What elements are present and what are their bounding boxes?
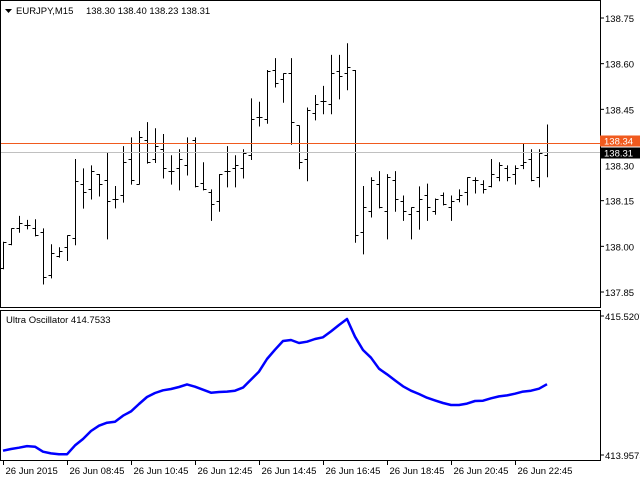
oscillator-line xyxy=(2,317,548,456)
bid-price-label: 138.31 xyxy=(604,149,633,160)
time-label: 26 Jun 10:45 xyxy=(134,466,189,477)
time-label: 26 Jun 20:45 xyxy=(454,466,509,477)
ohlc-bar xyxy=(256,101,263,127)
ohlc-bar xyxy=(224,146,231,188)
ohlc-bar xyxy=(488,158,495,188)
ohlc-bar xyxy=(416,186,423,230)
ohlc-bar xyxy=(24,219,31,230)
ohlc-bar xyxy=(456,189,463,203)
ohlc-bar xyxy=(136,130,143,185)
ohlc-bar xyxy=(248,98,255,160)
price-tick-label: 138.15 xyxy=(605,197,634,208)
ohlc-bar xyxy=(8,228,15,246)
ohlc-bar xyxy=(472,177,479,194)
ohlc-bar xyxy=(432,198,439,215)
ohlc-bar xyxy=(144,122,151,164)
osc-min-label: 413.9575 xyxy=(605,451,640,462)
ask-price-label-box xyxy=(600,135,640,147)
price-tick-label: 138.30 xyxy=(605,162,634,173)
ohlc-bar xyxy=(304,107,311,182)
ohlc-bar xyxy=(200,162,207,191)
ohlc-bar xyxy=(152,128,159,164)
ohlc-bar xyxy=(32,219,39,237)
ohlc-bar xyxy=(128,137,135,185)
price-tick-label: 138.60 xyxy=(605,60,634,71)
time-label: 26 Jun 2015 xyxy=(6,466,58,477)
ohlc-bar xyxy=(48,244,55,279)
ohlc-bar xyxy=(208,189,215,221)
time-label: 26 Jun 12:45 xyxy=(198,466,253,477)
ohlc-bar xyxy=(536,149,543,188)
bid-price-label-box xyxy=(600,147,640,159)
ohlc-bar xyxy=(112,186,119,209)
ohlc-bar xyxy=(288,58,295,145)
ohlc-bar xyxy=(336,54,343,100)
ohlc-bar xyxy=(504,165,511,182)
oscillator-panel[interactable] xyxy=(0,310,601,461)
ohlc-bar xyxy=(264,70,271,124)
osc-max-label: 415.5207 xyxy=(605,312,640,323)
ohlc-bar xyxy=(232,155,239,188)
ohlc-bar xyxy=(520,143,527,170)
time-label: 26 Jun 16:45 xyxy=(326,466,381,477)
ohlc-bar xyxy=(272,58,279,88)
ohlc-bar xyxy=(528,149,535,182)
price-panel[interactable] xyxy=(0,0,601,308)
ohlc-bar xyxy=(368,177,375,218)
ohlc-bar xyxy=(408,207,415,240)
ohlc-bar xyxy=(496,162,503,182)
ohlc-bar xyxy=(392,171,399,212)
ohlc-bar xyxy=(40,228,47,285)
price-tick-label: 138.00 xyxy=(605,242,634,253)
time-label: 26 Jun 08:45 xyxy=(70,466,125,477)
time-label: 26 Jun 22:45 xyxy=(518,466,573,477)
ohlc-bar xyxy=(168,155,175,185)
ohlc-bar xyxy=(328,54,335,115)
ohlc-bar xyxy=(344,43,351,91)
time-axis: 26 Jun 2015 26 Jun 08:45 26 Jun 10:45 26 Ju… xyxy=(3,461,573,477)
ohlc-bar xyxy=(56,247,63,258)
ohlc-bar xyxy=(400,195,407,221)
ohlc-bar xyxy=(192,137,199,188)
ohlc-bar xyxy=(72,158,79,246)
triangle-down-icon[interactable] xyxy=(5,9,12,13)
ohlc-bar xyxy=(440,192,447,206)
ohlc-bar xyxy=(512,165,519,185)
ohlc-bar xyxy=(0,241,7,270)
time-label: 26 Jun 14:45 xyxy=(262,466,317,477)
ohlc-bar xyxy=(160,133,167,179)
symbol-label: EURJPY,M15 xyxy=(16,6,73,17)
time-label: 26 Jun 18:45 xyxy=(390,466,445,477)
ohlc-bar xyxy=(240,149,247,179)
ohlc-bar xyxy=(64,235,71,262)
ohlc-readout: 138.30 138.40 138.23 138.31 xyxy=(86,6,210,17)
ohlc-bar xyxy=(464,177,471,206)
ohlc-bar xyxy=(480,180,487,194)
ohlc-bar xyxy=(376,171,383,209)
ohlc-bar xyxy=(424,183,431,221)
ask-price-label: 138.34 xyxy=(604,137,633,148)
ohlc-bar xyxy=(296,125,303,170)
ohlc-bar xyxy=(120,146,127,203)
price-tick-label: 137.85 xyxy=(605,288,634,299)
ohlc-bar xyxy=(352,70,359,243)
ohlc-bar xyxy=(360,186,367,255)
ohlc-bar xyxy=(16,215,23,233)
ohlc-bar xyxy=(104,152,111,240)
ohlc-bar xyxy=(384,174,391,240)
price-tick-label: 138.45 xyxy=(605,105,634,116)
ohlc-bar xyxy=(80,168,87,209)
price-bars xyxy=(0,43,551,285)
ohlc-bar xyxy=(176,149,183,191)
oscillator-title: Ultra Oscillator 414.7533 xyxy=(6,315,111,326)
price-tick-label: 138.75 xyxy=(605,14,634,25)
ohlc-bar xyxy=(448,195,455,221)
ohlc-bar xyxy=(320,85,327,115)
ohlc-bar xyxy=(312,95,319,121)
ohlc-bar xyxy=(96,174,103,197)
ohlc-bar xyxy=(88,165,95,200)
ohlc-bar xyxy=(216,174,223,212)
ohlc-bar xyxy=(280,73,287,103)
